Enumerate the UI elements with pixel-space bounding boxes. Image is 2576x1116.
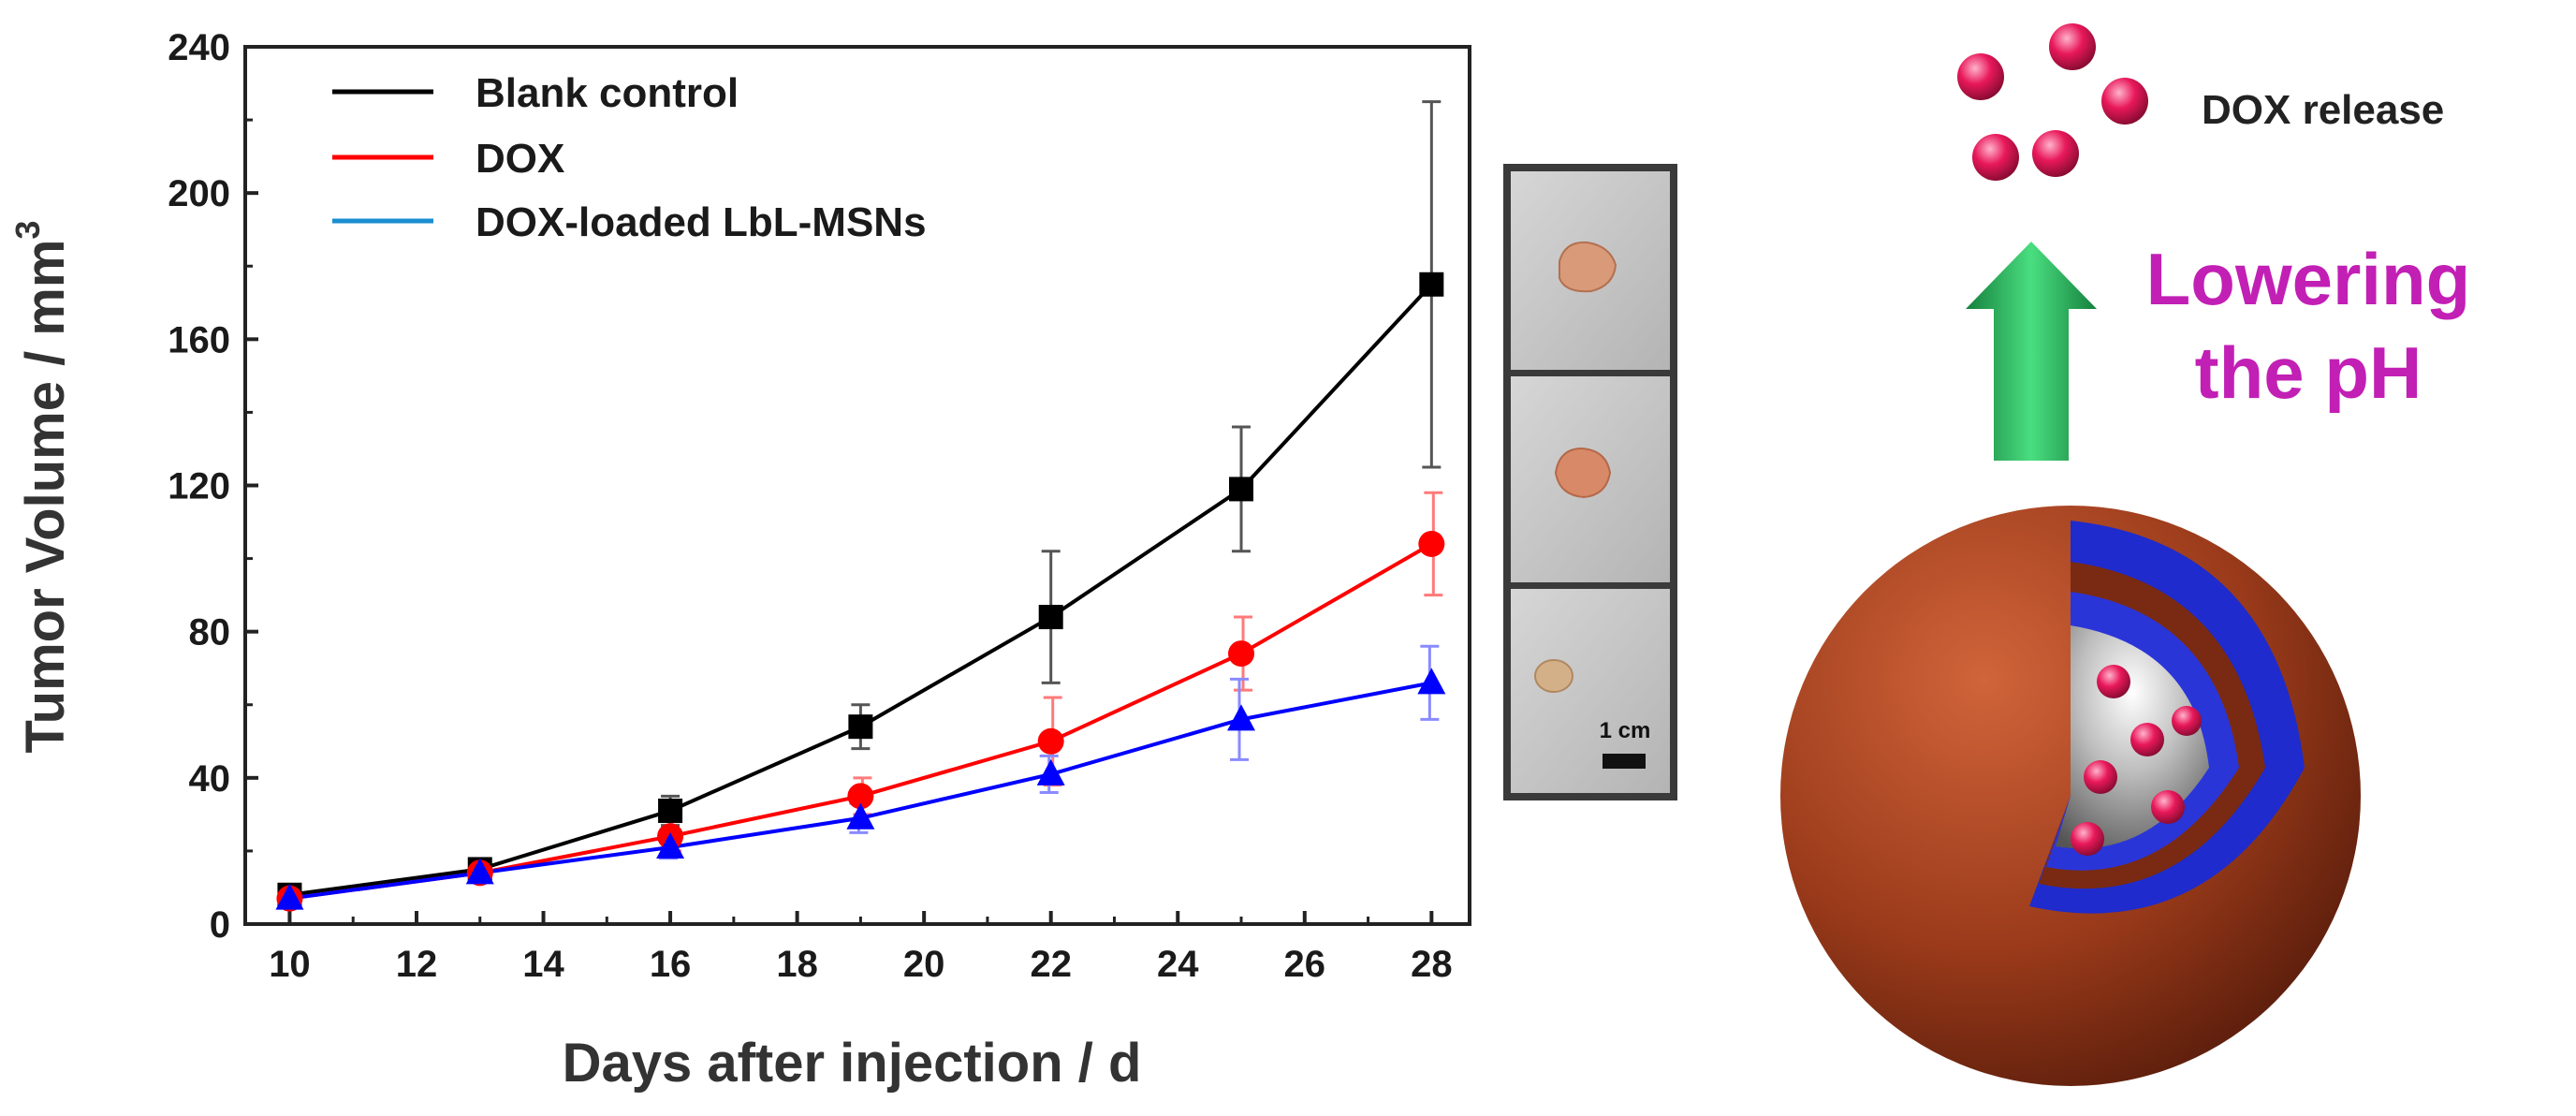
dox-molecule [2084,760,2117,794]
legend-label-blank-control: Blank control [476,70,739,116]
series-markers [275,272,1446,912]
trigger-label-line2: the pH [2195,331,2422,414]
x-axis: 10 12 14 16 18 20 22 24 26 28 [269,911,1453,985]
data-point-dox-loaded-lbl-msns [656,832,685,859]
layered-nanoparticle [1780,506,2361,1086]
y-axis: 0 40 80 120 160 200 240 [168,27,258,946]
dox-molecule [2151,790,2185,824]
data-point-dox [1037,727,1064,755]
scale-bar-label: 1 cm [1600,718,1651,743]
data-point-blank-control [848,714,873,740]
data-point-dox-loaded-lbl-msns [465,858,494,885]
x-tick-label: 20 [903,944,945,985]
x-axis-title: Days after injection / d [563,1033,1142,1094]
data-point-dox [1418,530,1445,557]
data-point-dox-loaded-lbl-msns [1417,668,1446,695]
tumor-sample-3 [1534,659,1573,693]
legend: Blank control DOX DOX-loaded LbL-MSNs [332,70,927,245]
y-tick-label: 160 [168,319,230,360]
tumor-sample-1 [1559,241,1617,293]
dox-molecule [2071,822,2104,856]
dox-molecule [2130,723,2164,756]
y-tick-label: 200 [168,173,230,214]
dox-molecule [1972,134,2019,181]
dox-molecule [2049,23,2096,70]
data-point-dox-loaded-lbl-msns [1227,704,1256,731]
data-point-dox-loaded-lbl-msns [846,802,875,830]
photo-dox-loaded-lbl-msns [1511,589,1670,793]
line-chart: 0 40 80 120 160 200 240 10 12 14 16 18 20 22 24 26 28 D… [8,27,1471,1094]
x-tick-label: 14 [522,944,564,985]
data-point-dox-loaded-lbl-msns [1036,758,1065,786]
x-tick-label: 18 [776,944,818,985]
data-point-dox [847,783,874,810]
x-tick-label: 26 [1284,944,1326,985]
x-tick-label: 16 [650,944,692,985]
legend-label-dox-loaded-lbl-msns: DOX-loaded LbL-MSNs [476,199,927,245]
data-point-blank-control [658,798,683,823]
up-arrow-icon [1966,242,2097,461]
encapsulated-drug-molecules [2071,665,2202,856]
dox-molecule [2097,665,2130,698]
x-tick-label: 22 [1030,944,1072,985]
release-schematic: DOX release Lowering the pH [1780,23,2470,1086]
y-tick-label: 120 [168,466,230,507]
data-point-dox-loaded-lbl-msns [275,883,304,910]
data-point-blank-control [1419,272,1444,297]
data-point-blank-control [1229,477,1254,502]
y-tick-label: 240 [168,27,230,68]
data-point-dox [1228,640,1255,668]
dox-molecule [2032,130,2079,177]
tumor-sample-2 [1554,447,1612,499]
dox-molecule [2172,706,2202,736]
y-tick-label: 0 [210,904,230,946]
y-axis-title: Tumor Volume / mm3 [8,221,76,754]
x-tick-label: 24 [1157,944,1199,985]
dox-molecule [2101,78,2148,125]
dox-release-label: DOX release [2202,87,2444,133]
dox-molecule [1957,53,2004,100]
released-drug-molecules [1957,23,2148,181]
x-tick-label: 12 [396,944,438,985]
y-axis-title-superscript: 3 [8,221,47,240]
y-tick-label: 80 [189,612,231,653]
trigger-label-line1: Lowering [2146,238,2471,320]
scale-bar [1603,754,1646,769]
x-tick-label: 10 [269,944,311,985]
y-axis-title-text: Tumor Volume / mm [15,240,76,754]
x-tick-label: 28 [1411,944,1453,985]
y-tick-label: 40 [189,758,231,800]
tumor-photo-panel: 1 cm [1503,164,1677,800]
legend-label-dox: DOX [476,136,564,182]
data-point-blank-control [1038,605,1063,630]
